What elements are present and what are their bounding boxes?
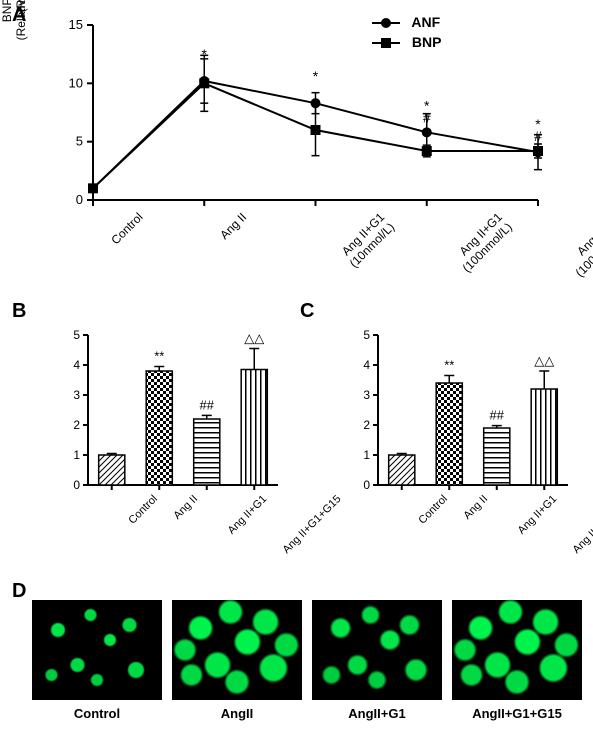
svg-text:4: 4 [73,358,80,372]
svg-text:#: # [534,128,542,144]
figure: A 051015***#*# mRNA/GAPDH(Relative folds… [0,0,593,732]
svg-text:1: 1 [363,448,370,462]
panel-b-label: B [12,300,26,323]
svg-text:5: 5 [363,328,370,342]
svg-text:3: 3 [363,388,370,402]
panel-d-label: D [12,580,26,603]
svg-text:5: 5 [73,328,80,342]
svg-text:##: ## [490,408,505,423]
svg-text:*: * [313,68,319,84]
svg-text:**: ** [154,349,164,364]
svg-text:2: 2 [73,418,80,432]
panel-c-chart: 0 1 2 3 4 5 ** ## △△ [348,310,578,520]
panel-c-label: C [300,300,314,323]
fluorescence-image [312,600,442,700]
svg-text:*: * [202,46,208,62]
svg-text:0: 0 [363,478,370,492]
svg-text:0: 0 [73,478,80,492]
svg-text:15: 15 [69,17,83,32]
legend-bnp: BNP [370,34,441,50]
legend-anf: ANF [370,14,440,30]
fluorescence-image [452,600,582,700]
fluorescence-image [32,600,162,700]
svg-text:10: 10 [69,75,83,90]
svg-text:2: 2 [363,418,370,432]
fluorescence-image [172,600,302,700]
image-caption: AngII+G1 [312,706,442,721]
legend-anf-text: ANF [411,14,440,30]
panel-c-ylabel: BNP mRNA levels(Relative folds to contro… [0,0,28,64]
svg-text:#: # [423,109,431,125]
svg-text:0: 0 [76,192,83,207]
svg-text:3: 3 [73,388,80,402]
svg-text:△△: △△ [244,331,264,346]
svg-text:##: ## [200,397,215,412]
svg-text:△△: △△ [534,353,554,368]
image-caption: Control [32,706,162,721]
svg-text:**: ** [444,358,454,373]
legend-bnp-text: BNP [412,34,442,50]
image-caption: AngII+G1+G15 [452,706,582,721]
bar-xlabel: Ang II+G1+G15 [281,493,344,556]
svg-text:4: 4 [363,358,370,372]
panel-b-chart: 0 1 2 3 4 5 ** ## △△ [58,310,288,520]
svg-text:1: 1 [73,448,80,462]
image-caption: AngII [172,706,302,721]
svg-text:5: 5 [76,134,83,149]
